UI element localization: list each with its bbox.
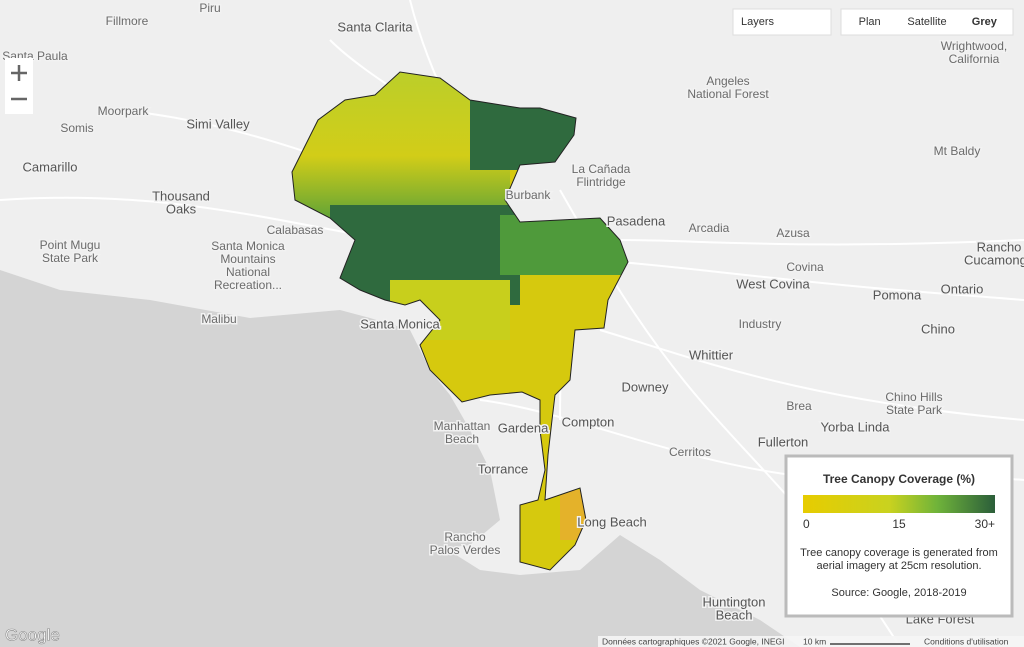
place-label: Pomona <box>873 287 922 302</box>
legend-description: Tree canopy coverage is generated from <box>800 547 998 559</box>
place-label: California <box>949 52 1000 66</box>
legend-tick-label: 15 <box>892 517 906 531</box>
scale-label: 10 km <box>803 636 826 646</box>
legend-source: Source: Google, 2018-2019 <box>831 587 966 599</box>
legend-description: aerial imagery at 25cm resolution. <box>816 560 981 572</box>
place-label: National <box>226 265 270 279</box>
place-label: Fullerton <box>758 434 809 449</box>
place-label: Burbank <box>506 188 552 202</box>
place-label: Calabasas <box>267 223 324 237</box>
legend-tick-label: 0 <box>803 517 810 531</box>
footer-strip <box>598 636 1024 647</box>
place-label: Huntington <box>703 594 766 609</box>
place-label: Azusa <box>776 226 810 240</box>
place-label: Cucamonga <box>964 252 1024 267</box>
place-label: Camarillo <box>23 159 78 174</box>
place-label: Flintridge <box>576 175 626 189</box>
place-label: Downey <box>622 379 669 394</box>
place-label: West Covina <box>736 276 810 291</box>
place-label: Industry <box>739 317 782 331</box>
place-label: Arcadia <box>689 221 730 235</box>
ocean <box>0 270 800 647</box>
map-type-button[interactable]: Grey <box>972 16 998 28</box>
place-label: Point Mugu <box>40 238 101 252</box>
color-scale <box>803 495 995 513</box>
place-label: Covina <box>786 260 824 274</box>
legend-tick-label: 30+ <box>975 517 995 531</box>
terms-link[interactable]: Conditions d'utilisation <box>924 636 1009 646</box>
place-label: Piru <box>199 1 220 15</box>
place-label: Compton <box>562 414 615 429</box>
map-type-panel <box>840 8 1014 36</box>
place-label: Pasadena <box>607 213 666 228</box>
place-label: Ontario <box>941 281 984 296</box>
place-label: Whittier <box>689 347 734 362</box>
place-label: Beach <box>716 607 753 622</box>
place-label: Rancho <box>444 530 486 544</box>
place-label: Thousand <box>152 188 210 203</box>
place-label: Cerritos <box>669 445 711 459</box>
place-label: Rancho <box>977 239 1022 254</box>
place-label: Malibu <box>201 312 236 326</box>
place-label: National Forest <box>687 87 769 101</box>
place-label: Oaks <box>166 201 197 216</box>
place-label: Angeles <box>706 74 749 88</box>
layers-label: Layers <box>741 16 775 28</box>
legend-box <box>784 454 1014 618</box>
legend-title: Tree Canopy Coverage (%) <box>823 472 975 486</box>
legend: Tree Canopy Coverage (%) Tree canopy cov… <box>784 454 1014 618</box>
place-label: Beach <box>445 432 479 446</box>
place-label: Brea <box>786 399 812 413</box>
place-label: State Park <box>42 251 99 265</box>
google-logo: Google <box>5 625 60 644</box>
place-label: Manhattan <box>434 419 491 433</box>
place-label: Simi Valley <box>186 116 250 131</box>
city-boundary <box>291 71 629 571</box>
place-label: Mt Baldy <box>934 144 981 158</box>
place-label: Santa Monica <box>360 316 440 331</box>
place-label: Wrightwood, <box>941 39 1007 53</box>
place-label: Santa Monica <box>211 239 285 253</box>
place-label: Long Beach <box>577 514 646 529</box>
place-label: Yorba Linda <box>821 419 891 434</box>
map-type-button[interactable]: Plan <box>859 16 881 28</box>
place-label: Mountains <box>220 252 275 266</box>
place-label: Torrance <box>478 461 529 476</box>
layers-button[interactable] <box>732 8 832 36</box>
attribution: Données cartographiques ©2021 Google, IN… <box>602 636 785 646</box>
place-label: Somis <box>60 121 93 135</box>
place-label: Palos Verdes <box>430 543 501 557</box>
place-label: Recreation... <box>214 278 282 292</box>
map-type-button[interactable]: Satellite <box>907 16 946 28</box>
place-label: Gardena <box>498 420 549 435</box>
place-label: Chino Hills <box>885 390 942 404</box>
place-label: Santa Clarita <box>337 19 413 34</box>
zoom-control <box>5 58 33 114</box>
place-label: La Cañada <box>572 162 631 176</box>
place-label: State Park <box>886 403 943 417</box>
place-label: Chino <box>921 321 955 336</box>
place-label: Fillmore <box>106 14 149 28</box>
place-label: Moorpark <box>98 104 150 118</box>
